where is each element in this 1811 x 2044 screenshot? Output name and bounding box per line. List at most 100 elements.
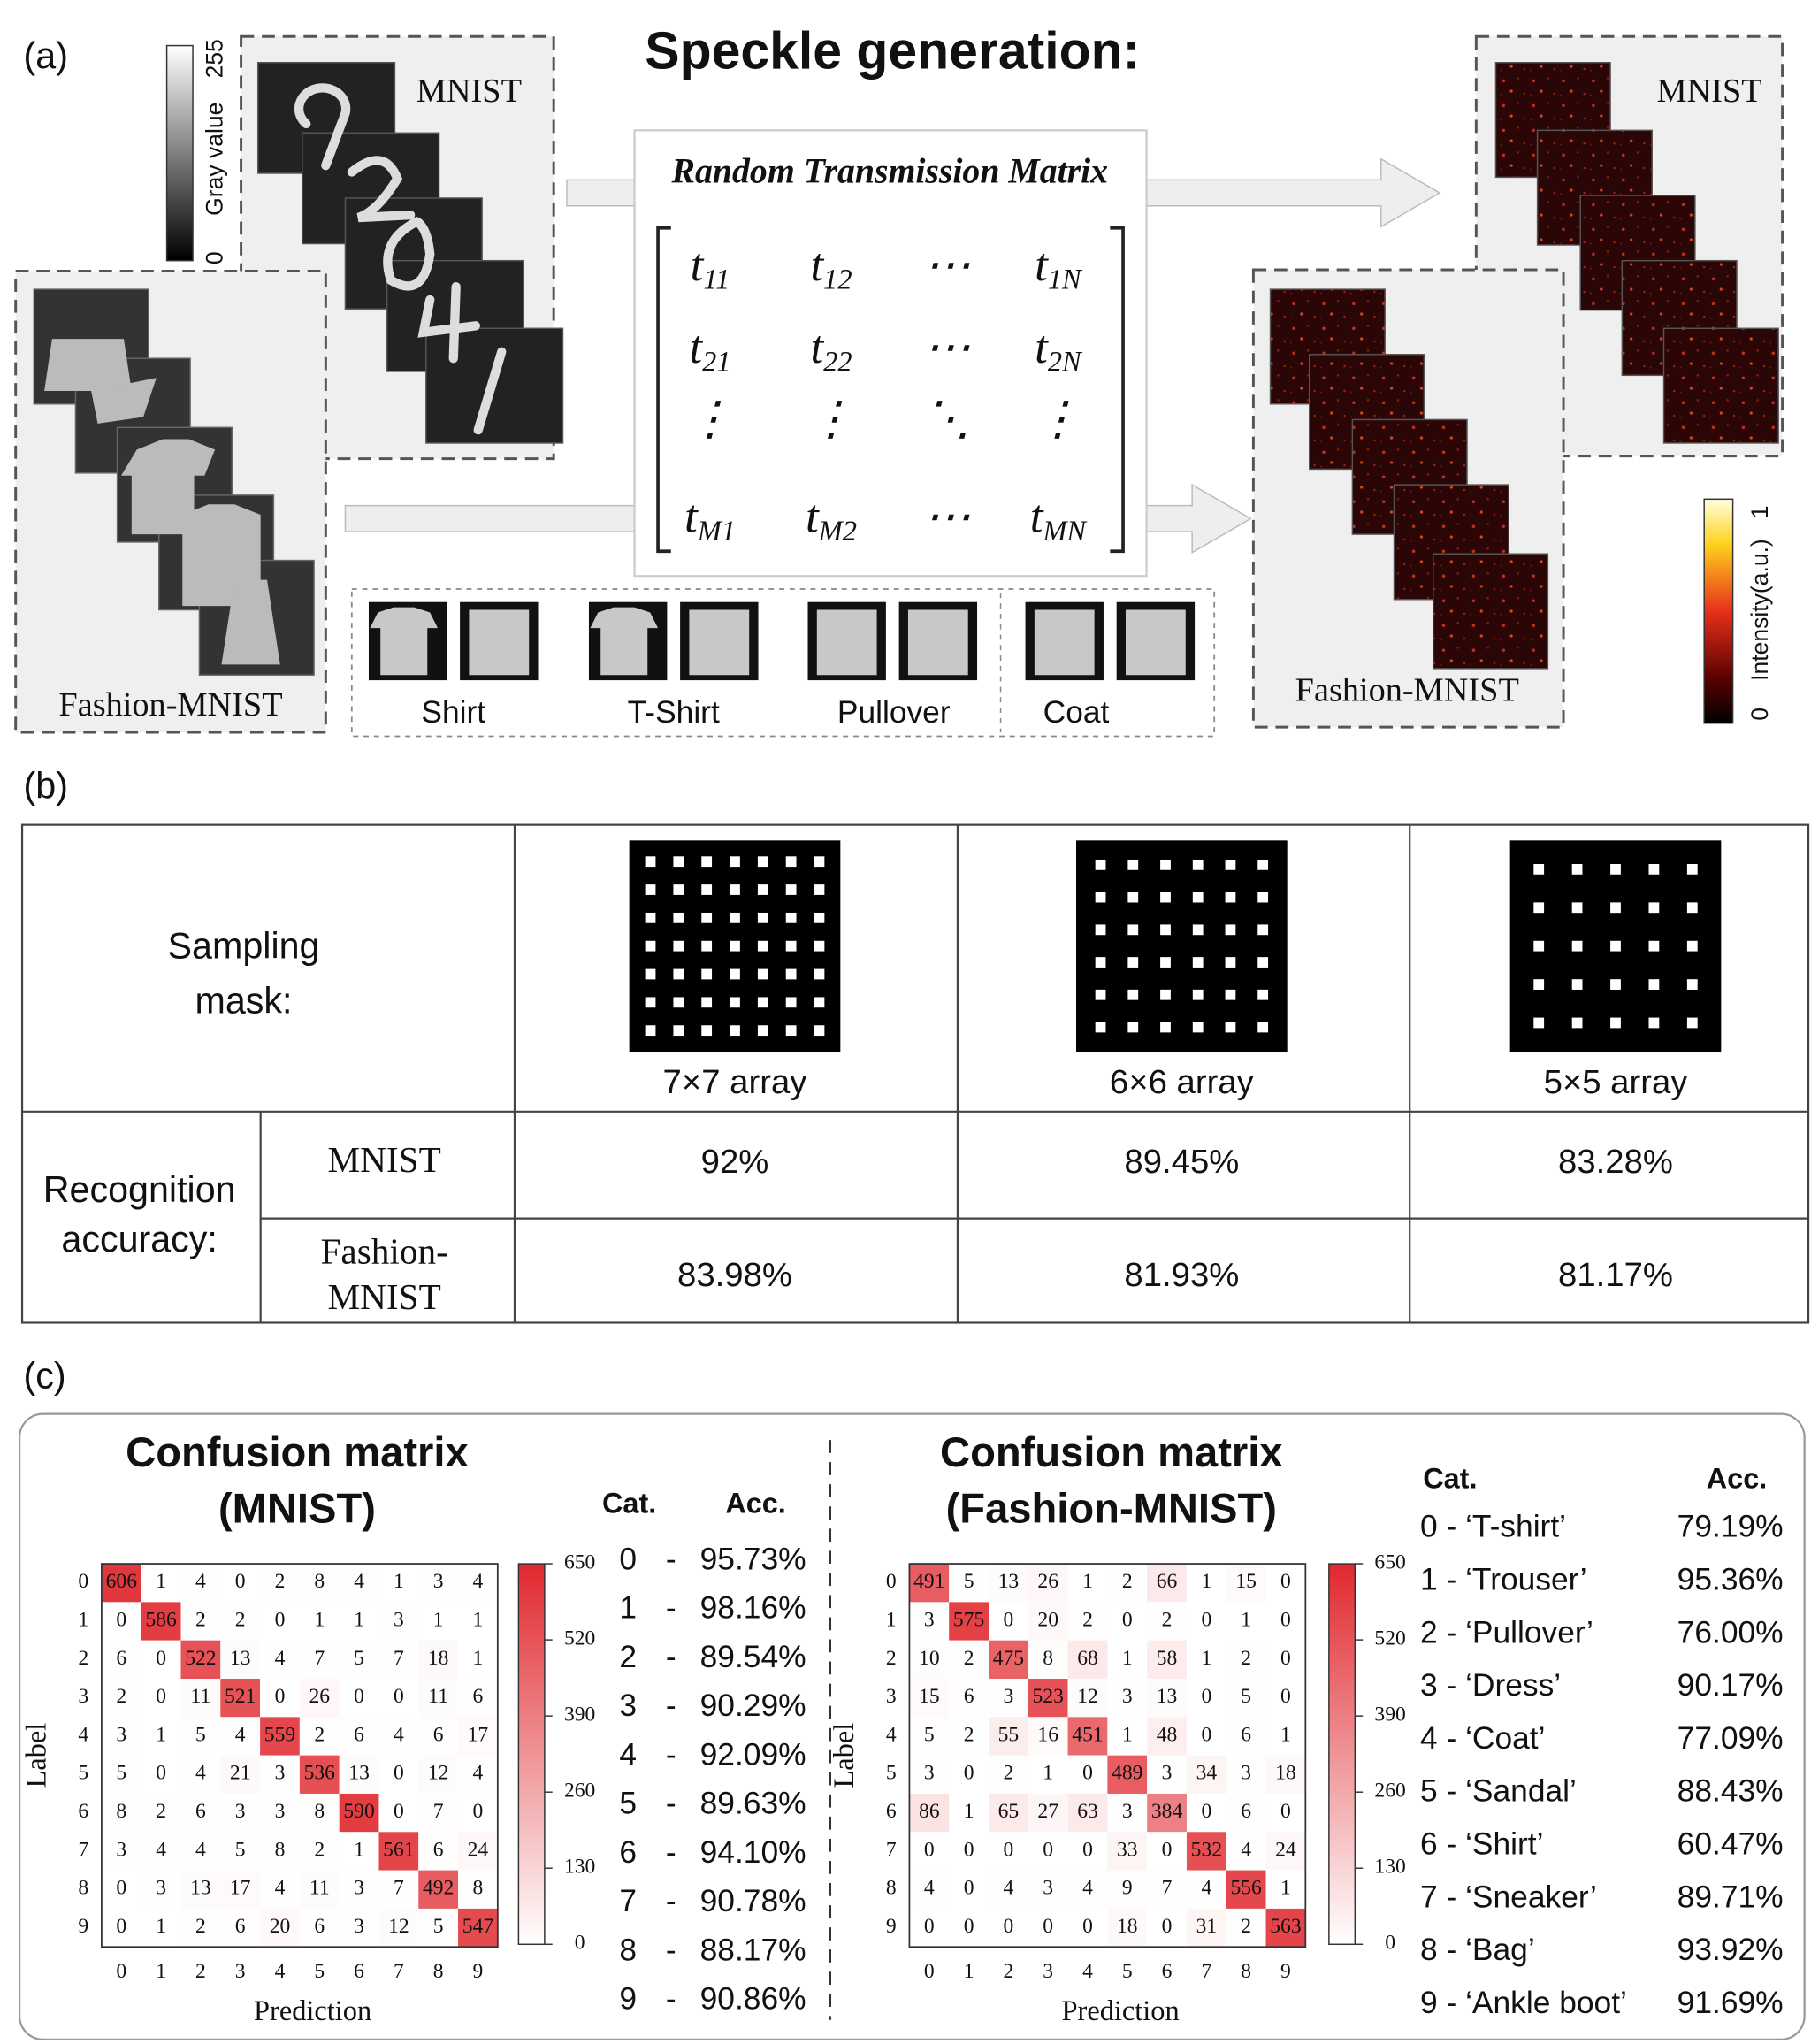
cell-value: 3 <box>354 1877 364 1900</box>
matrix-subscript: M1 <box>697 517 736 548</box>
cell-value: 16 <box>1037 1723 1058 1746</box>
cell-value: 0 <box>924 1838 935 1861</box>
cell-value: 7 <box>433 1800 444 1823</box>
cell-value: 0 <box>1280 1647 1291 1670</box>
x-tick-label: 3 <box>235 1960 246 1983</box>
cell-value: 34 <box>1196 1762 1218 1785</box>
mask-dot <box>1648 902 1660 914</box>
cell-value: 1 <box>1122 1647 1133 1670</box>
mask-dot <box>1686 902 1698 914</box>
matrix-cell <box>101 1640 141 1680</box>
matrix-cell <box>458 1717 498 1756</box>
matrix-frame <box>101 1563 499 1948</box>
cell-value: 2 <box>1241 1647 1251 1670</box>
matrix-cell <box>180 1755 221 1794</box>
matrix-cell <box>299 1640 340 1680</box>
mask-dot <box>1686 979 1698 990</box>
matrix-cell <box>909 1832 950 1871</box>
matrix-cell <box>1226 1908 1266 1948</box>
mask-dot <box>1686 1017 1698 1029</box>
mask-dot <box>1127 924 1139 936</box>
cell-value: 521 <box>225 1685 256 1708</box>
matrix-entry: ⋮ <box>686 394 733 445</box>
mask-dot <box>1257 892 1269 903</box>
mask-dot <box>645 884 656 895</box>
cell-value: 5 <box>964 1570 974 1593</box>
matrix-symbol: t <box>691 240 705 291</box>
matrix-cell <box>949 1832 990 1871</box>
row-header: Recognition <box>43 1169 236 1210</box>
cell-value: 0 <box>394 1685 404 1708</box>
mask-dot <box>1095 859 1106 870</box>
mask-dot <box>645 856 656 868</box>
colorbar-tick-label: 390 <box>564 1703 595 1726</box>
cell-value: 590 <box>343 1800 374 1823</box>
matrix-cell <box>260 1755 300 1794</box>
matrix-cell <box>949 1640 990 1680</box>
cell-value: 1 <box>473 1647 484 1670</box>
panel-label: (c) <box>24 1356 66 1397</box>
cell-value: 2 <box>1241 1915 1251 1938</box>
matrix-cell <box>989 1793 1028 1833</box>
matrix-cell <box>260 1870 300 1909</box>
cell-value: 0 <box>1201 1608 1211 1631</box>
cell-value: 606 <box>106 1570 138 1593</box>
colorbar-tick-label: 0 <box>575 1932 585 1955</box>
matrix-cell <box>458 1755 498 1794</box>
cell-value: 3 <box>275 1800 286 1823</box>
cell-value: 451 <box>1072 1723 1103 1746</box>
matrix-cell <box>989 1832 1028 1871</box>
cell-value: 0 <box>235 1570 246 1593</box>
x-tick-label: 7 <box>394 1960 404 1983</box>
cell-value: 0 <box>1201 1723 1211 1746</box>
matrix-cell <box>989 1908 1028 1948</box>
matrix-cell <box>1028 1755 1068 1794</box>
cell-value: 4 <box>235 1723 246 1746</box>
cell-value: 384 <box>1151 1800 1183 1823</box>
category-label: 3 - ‘Dress’ <box>1420 1668 1561 1703</box>
matrix-subscript: 11 <box>703 264 730 296</box>
category-accuracy: 79.19% <box>1677 1510 1784 1544</box>
cell-value: 536 <box>304 1762 336 1785</box>
cell-value: 2 <box>156 1800 166 1823</box>
category-label: 4 <box>619 1737 637 1772</box>
mask-dot <box>1225 989 1236 1000</box>
matrix-cell <box>1186 1870 1226 1909</box>
matrix-cell <box>1226 1564 1266 1603</box>
matrix-cell <box>141 1564 181 1603</box>
matrix-cell <box>141 1908 181 1948</box>
matrix-cell <box>1107 1870 1148 1909</box>
matrix-subscript: 2N <box>1048 347 1083 379</box>
category-accuracy: 77.09% <box>1677 1721 1784 1756</box>
y-tick-label: 1 <box>78 1608 88 1631</box>
cell-value: 1 <box>1241 1608 1251 1631</box>
matrix-cell <box>1067 1717 1108 1756</box>
matrix-cell <box>458 1679 498 1718</box>
matrix-cell <box>378 1679 419 1718</box>
cell-value: 1 <box>156 1723 166 1746</box>
cell-value: 0 <box>1004 1915 1014 1938</box>
matrix-cell <box>378 1832 419 1871</box>
matrix-cell <box>141 1717 181 1756</box>
matrix-cell <box>989 1564 1028 1603</box>
matrix-cell <box>1265 1908 1306 1948</box>
y-tick-label: 5 <box>78 1762 88 1785</box>
mask-dot <box>757 968 768 980</box>
matrix-cell <box>299 1679 340 1718</box>
cell-value: 5 <box>116 1762 126 1785</box>
cell-value: 0 <box>1043 1838 1053 1861</box>
cell-value: 86 <box>919 1800 940 1823</box>
matrix-cell <box>260 1679 300 1718</box>
y-tick-label: 7 <box>886 1838 897 1861</box>
matrix-cell <box>141 1640 181 1680</box>
mask-dot <box>1127 859 1139 870</box>
matrix-cell <box>1186 1602 1226 1641</box>
cell-value: 7 <box>394 1877 404 1900</box>
category-accuracy: 89.71% <box>1677 1879 1784 1914</box>
matrix-symbol: t <box>689 322 703 373</box>
matrix-cell <box>1226 1832 1266 1871</box>
category-accuracy: 90.29% <box>700 1688 806 1723</box>
matrix-cell <box>1265 1602 1306 1641</box>
mask-dot <box>673 997 684 1008</box>
